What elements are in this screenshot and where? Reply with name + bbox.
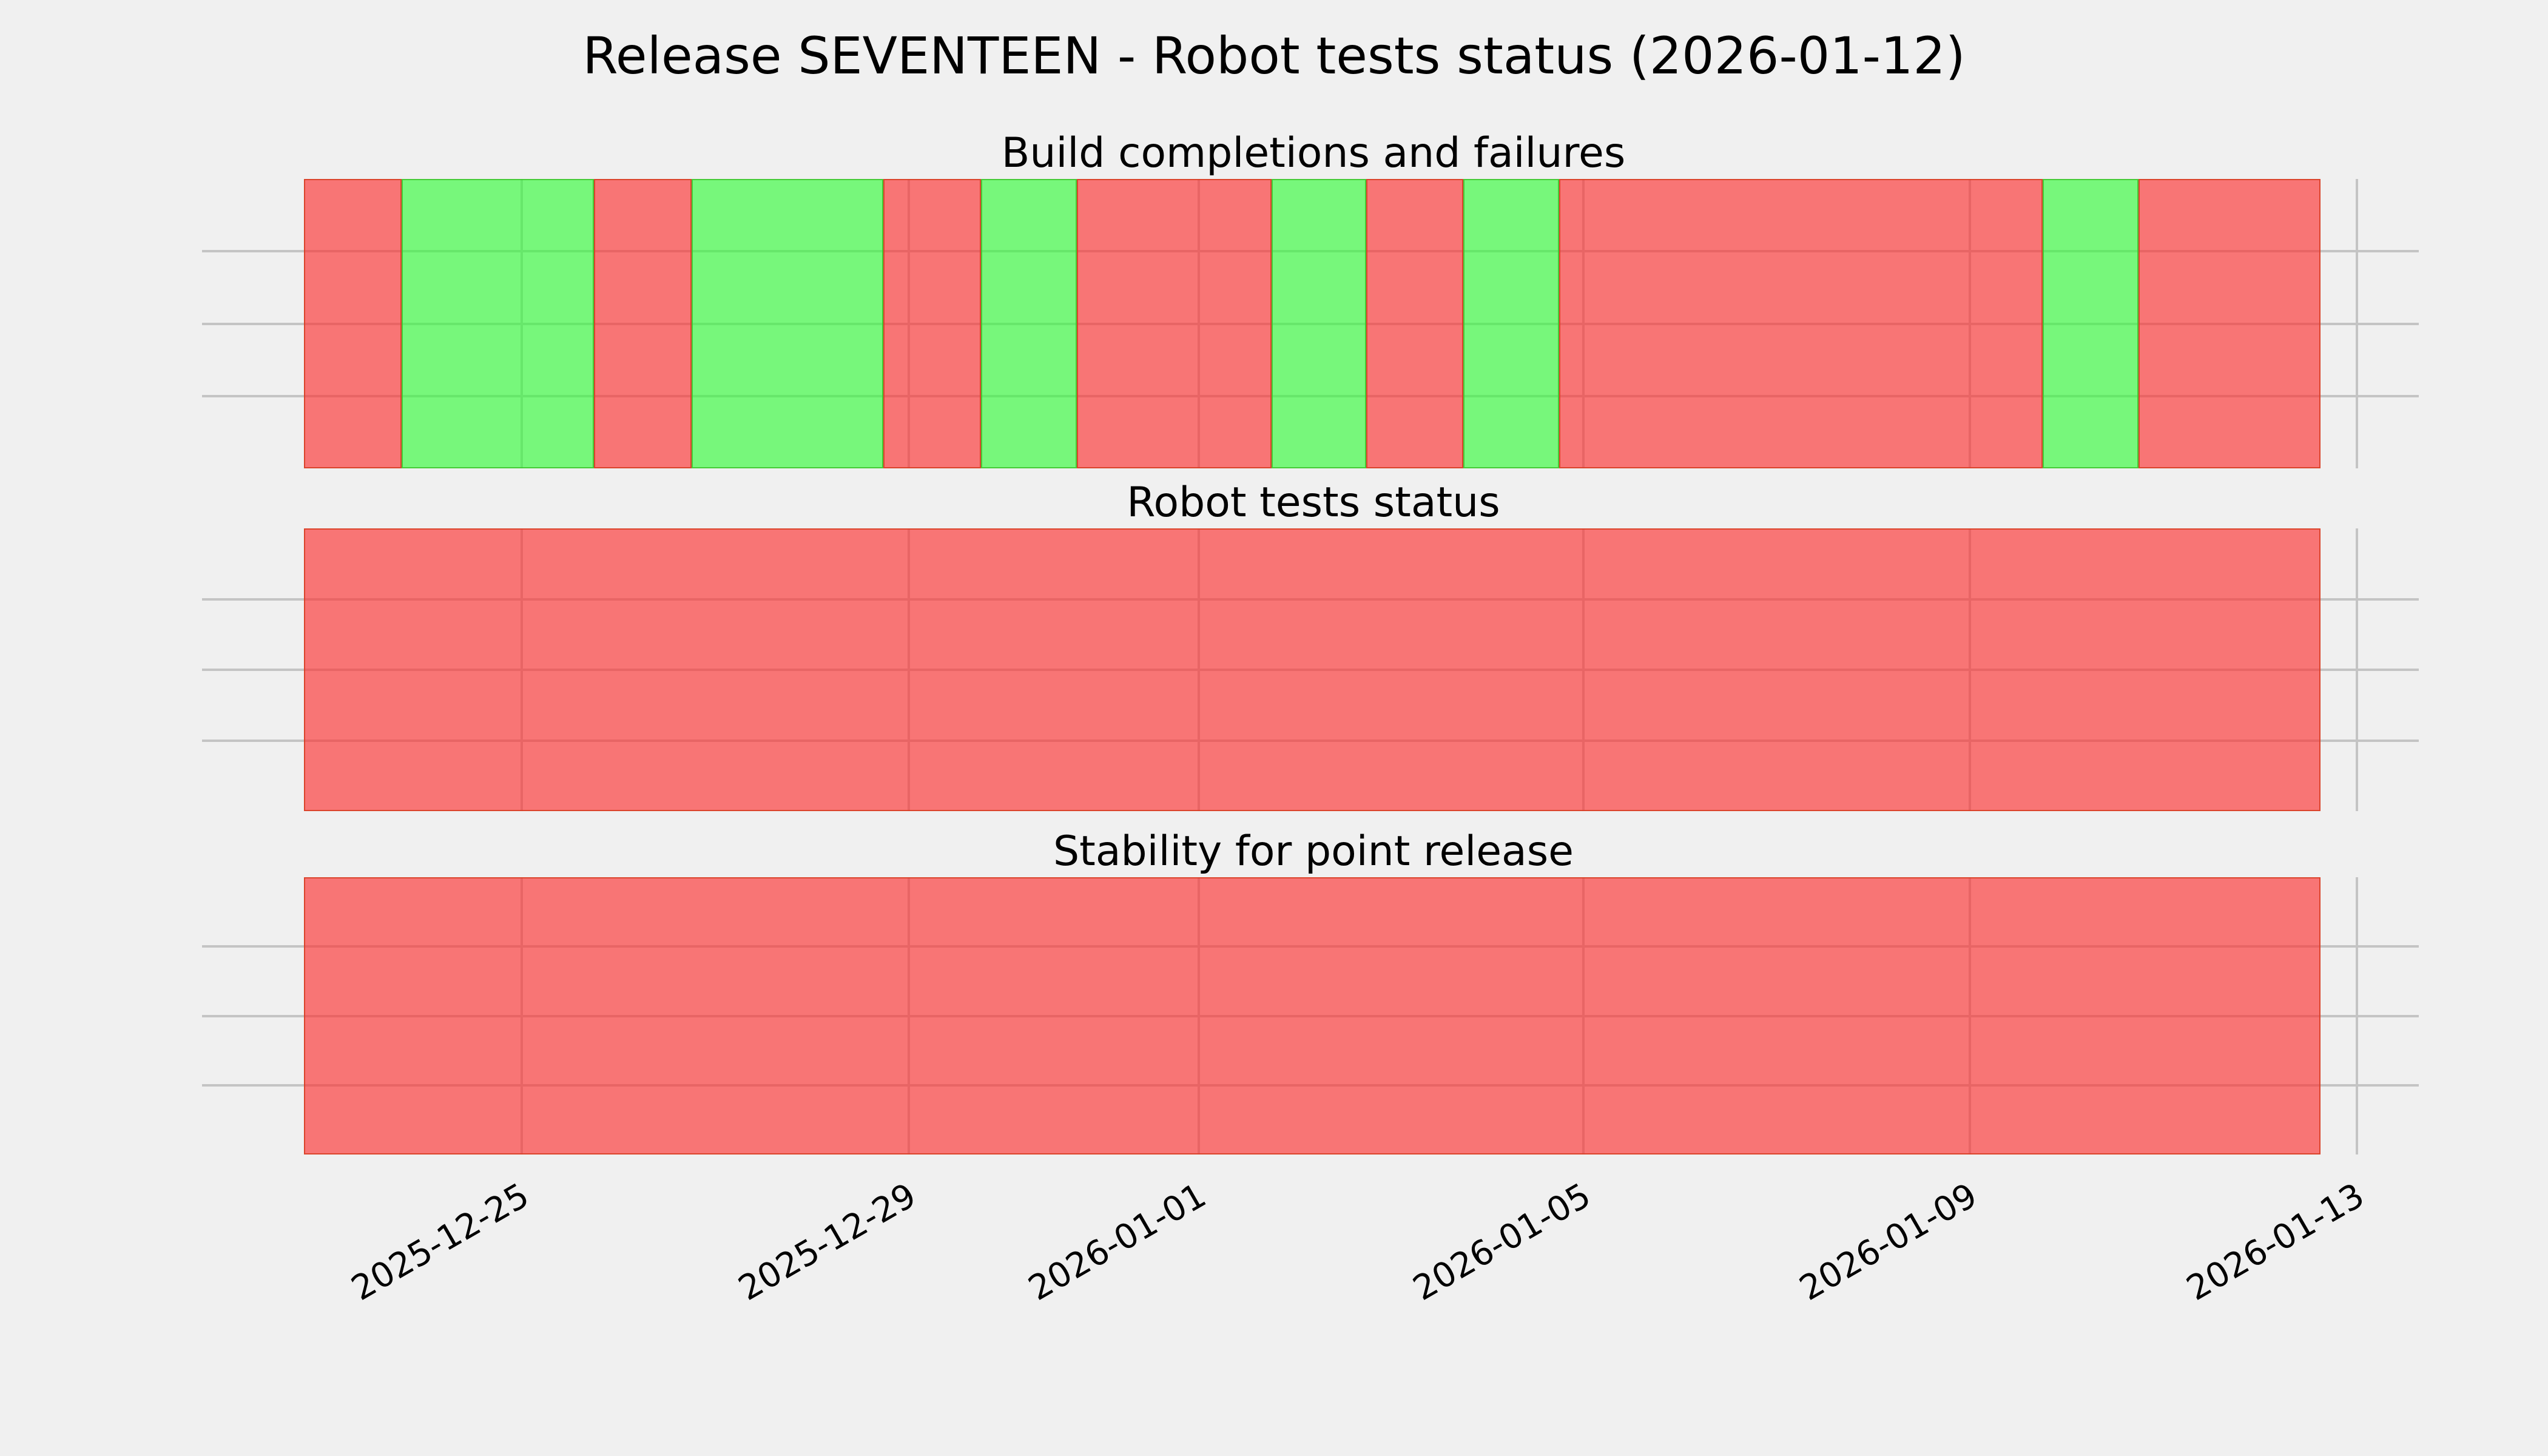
status-segment-fail: [593, 179, 692, 468]
x-tick-label: 2026-01-01: [1022, 1176, 1213, 1309]
status-bar-strip: [304, 877, 2320, 1154]
gridline-vertical: [2356, 877, 2358, 1154]
status-segment-pass: [1463, 179, 1559, 468]
x-tick-label: 2026-01-09: [1793, 1176, 1984, 1309]
x-tick-label: 2026-01-05: [1406, 1176, 1597, 1309]
x-tick-label: 2025-12-29: [732, 1176, 923, 1309]
x-tick-label: 2026-01-13: [2180, 1176, 2371, 1309]
status-segment-pass: [980, 179, 1077, 468]
subplot-title: Stability for point release: [1053, 827, 1574, 875]
status-segment-pass: [2042, 179, 2138, 468]
subplot-axes: [202, 528, 2419, 811]
x-tick-label: 2025-12-25: [345, 1176, 536, 1309]
status-segment-fail: [883, 179, 981, 468]
figure-title: Release SEVENTEEN - Robot tests status (…: [582, 26, 1966, 86]
status-segment-fail: [304, 528, 2320, 811]
status-bar-strip: [304, 528, 2320, 811]
subplot-axes: [202, 179, 2419, 468]
status-segment-fail: [1559, 179, 2043, 468]
subplot-title: Build completions and failures: [1001, 129, 1626, 177]
status-segment-fail: [1366, 179, 1463, 468]
status-segment-fail: [2138, 179, 2320, 468]
subplot-axes: [202, 877, 2419, 1154]
status-bar-strip: [304, 179, 2320, 468]
status-segment-fail: [1077, 179, 1272, 468]
status-segment-pass: [691, 179, 883, 468]
subplot-title: Robot tests status: [1127, 479, 1500, 527]
status-segment-fail: [304, 179, 402, 468]
status-segment-fail: [304, 877, 2320, 1154]
status-segment-pass: [1271, 179, 1367, 468]
gridline-vertical: [2356, 179, 2358, 468]
gridline-vertical: [2356, 528, 2358, 811]
status-segment-pass: [401, 179, 594, 468]
